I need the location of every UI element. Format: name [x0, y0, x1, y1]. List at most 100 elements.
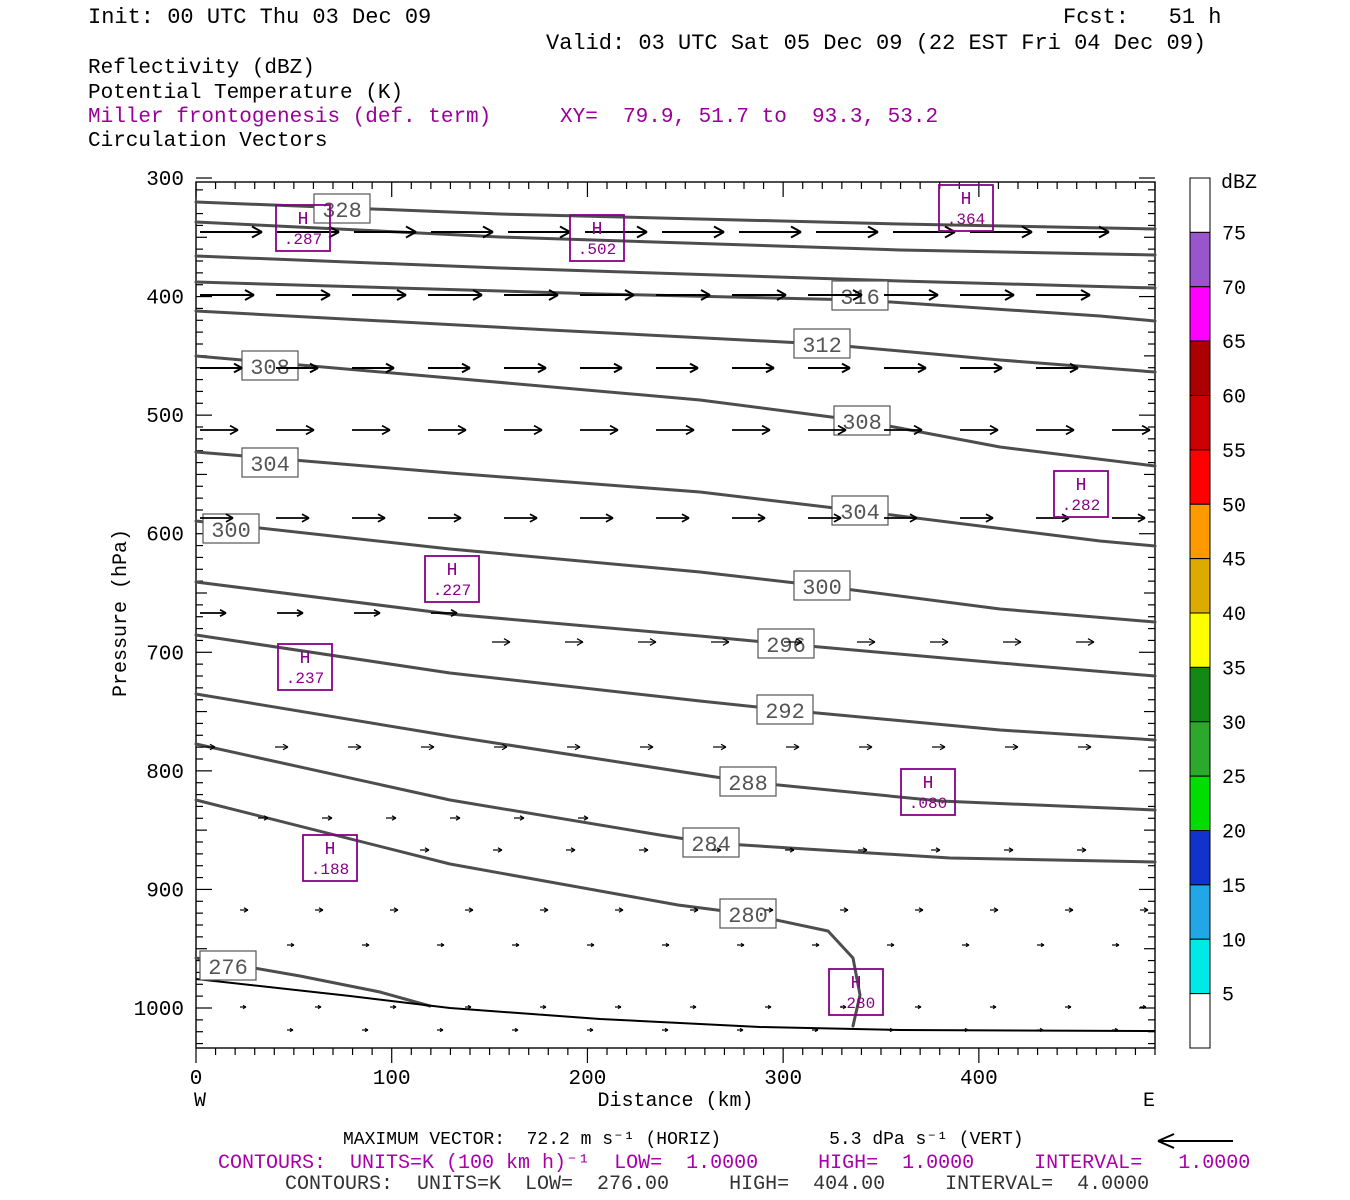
axis-titles: Distance (km) W E Pressure (hPa): [110, 529, 1155, 1113]
colorbar-segment: [1189, 666, 1211, 723]
h-marker-227-value: .227: [433, 582, 471, 600]
h-marker-282-symbol: H: [1076, 476, 1087, 496]
field-label-reflectivity: Reflectivity (dBZ): [88, 57, 315, 80]
max-vector-arrow: [1157, 1133, 1233, 1149]
contour-label-284: 284: [691, 833, 731, 858]
y-tick-label: 1000: [134, 999, 184, 1022]
colorbar-segment: [1189, 830, 1211, 886]
h-marker-080-value: .080: [909, 795, 947, 813]
colorbar-segment: [1189, 558, 1211, 614]
field-label-potential-temperature: Potential Temperature (K): [88, 82, 404, 105]
frontogenesis-contour-info: CONTOURS: UNITS=K (100 km h)⁻¹ LOW= 1.00…: [218, 1152, 1251, 1175]
contour-label-box-284: [682, 827, 740, 858]
contour-label-box-276: [199, 950, 257, 981]
colorbar-tick-label: 75: [1222, 223, 1246, 246]
colorbar-tick-label: 10: [1222, 930, 1246, 953]
h-marker-364: [938, 184, 994, 232]
contour-line-312: [194, 309, 1157, 374]
colorbar-segment: [1189, 721, 1211, 777]
theta-contours: [194, 200, 1157, 1032]
valid-time: Valid: 03 UTC Sat 05 Dec 09 (22 EST Fri …: [546, 31, 1207, 56]
y-tick-label: 800: [146, 762, 184, 785]
contour-label-box-312: [793, 328, 851, 359]
x-tick-label: 0: [190, 1068, 203, 1091]
contour-line-292: [194, 633, 1157, 742]
colorbar-tick-label: 70: [1222, 278, 1246, 301]
contour-label-box-308: [241, 350, 299, 381]
colorbar-segment: [1189, 938, 1211, 995]
h-marker-287-symbol: H: [298, 210, 309, 230]
circulation-vectors: [200, 225, 1151, 1033]
colorbar-segment: [1189, 231, 1211, 288]
forecast-hour: Fcst: 51 h: [1063, 5, 1222, 30]
frontogenesis-markers: H.287 H.502H.364H.282H.227H.237H.080H.188…: [275, 184, 1109, 1016]
colorbar-title: dBZ: [1221, 172, 1257, 195]
h-marker-364-value: .364: [947, 211, 985, 229]
contour-line-316: [194, 280, 1157, 323]
contour-label-300: 300: [802, 576, 842, 601]
theta-contour-info: CONTOURS: UNITS=K LOW= 276.00 HIGH= 404.…: [285, 1173, 1150, 1196]
contour-line-280: [194, 798, 862, 1028]
contour-label-304: 304: [250, 453, 290, 478]
colorbar-segment: [1189, 612, 1211, 668]
y-tick-label: 500: [146, 406, 184, 429]
h-marker-237-symbol: H: [300, 649, 311, 669]
contour-label-312: 312: [802, 334, 842, 359]
colorbar-tick-label: 55: [1222, 441, 1246, 464]
h-marker-188: [302, 834, 358, 882]
colorbar: 75 70 65 60 55 50 45 40 35 30 25 20 15 10 5 dBZ: [1189, 172, 1257, 1049]
h-marker-287-value: .287: [284, 231, 322, 249]
h-marker-502-value: .502: [578, 241, 616, 259]
x-tick-label: 300: [764, 1068, 802, 1091]
x-tick-label: 400: [960, 1068, 998, 1091]
contour-line-308: [194, 354, 1157, 468]
colorbar-tick-label: 30: [1222, 713, 1246, 736]
colorbar-tick-label: 15: [1222, 876, 1246, 899]
y-tick-label: 700: [146, 643, 184, 666]
h-marker-280-symbol: H: [851, 974, 862, 994]
contour-label-box-288: [719, 766, 777, 797]
h-marker-227-symbol: H: [447, 561, 458, 581]
west-end-label: W: [194, 1090, 206, 1113]
cross-section-endpoints: XY= 79.9, 51.7 to 93.3, 53.2: [560, 106, 939, 129]
contour-line-300: [194, 519, 1157, 624]
surface-line: [195, 978, 1156, 1032]
h-marker-280: [828, 968, 884, 1016]
axis-tick-labels: 0 100 200 300 400 300 400 500 600 700 800 900 1000: [134, 169, 998, 1091]
colorbar-tick-label: 25: [1222, 767, 1246, 790]
h-marker-364-symbol: H: [961, 190, 972, 210]
h-marker-282: [1053, 470, 1109, 518]
contour-label-316: 316: [840, 286, 880, 311]
contour-label-box-280: [719, 898, 777, 929]
init-time: Init: 00 UTC Thu 03 Dec 09: [88, 5, 432, 30]
contour-label-304: 304: [840, 501, 880, 526]
y-tick-label: 900: [146, 880, 184, 903]
contour-label-276: 276: [208, 956, 248, 981]
h-marker-080: [900, 768, 956, 816]
max-vector-annotation: MAXIMUM VECTOR: 72.2 m s⁻¹ (HORIZ) 5.3 d…: [343, 1130, 1024, 1150]
y-tick-label: 300: [146, 169, 184, 192]
contour-label-308: 308: [842, 411, 882, 436]
east-end-label: E: [1143, 1090, 1155, 1113]
contour-line-320: [194, 254, 1157, 290]
colorbar-segment: [1189, 503, 1211, 560]
colorbar-segment: [1189, 775, 1211, 831]
y-axis-title: Pressure (hPa): [110, 529, 133, 697]
h-marker-502: [569, 214, 625, 262]
contour-label-box-304: [241, 447, 299, 478]
colorbar-tick-label: 65: [1222, 332, 1246, 355]
colorbar-tick-label: 50: [1222, 495, 1246, 518]
colorbar-segment: [1189, 884, 1211, 940]
contour-line-296: [194, 580, 1157, 678]
h-marker-080-symbol: H: [923, 774, 934, 794]
contour-labels: 3283163123083083043043003002962922882842…: [199, 193, 891, 981]
h-marker-188-symbol: H: [325, 840, 336, 860]
colorbar-tick-label: 35: [1222, 658, 1246, 681]
x-tick-label: 100: [373, 1068, 411, 1091]
field-label-circulation-vectors: Circulation Vectors: [88, 130, 328, 153]
colorbar-tick-label: 5: [1222, 985, 1234, 1008]
x-tick-label: 200: [569, 1068, 607, 1091]
h-marker-287: [275, 204, 331, 252]
colorbar-tick-label: 60: [1222, 387, 1246, 410]
